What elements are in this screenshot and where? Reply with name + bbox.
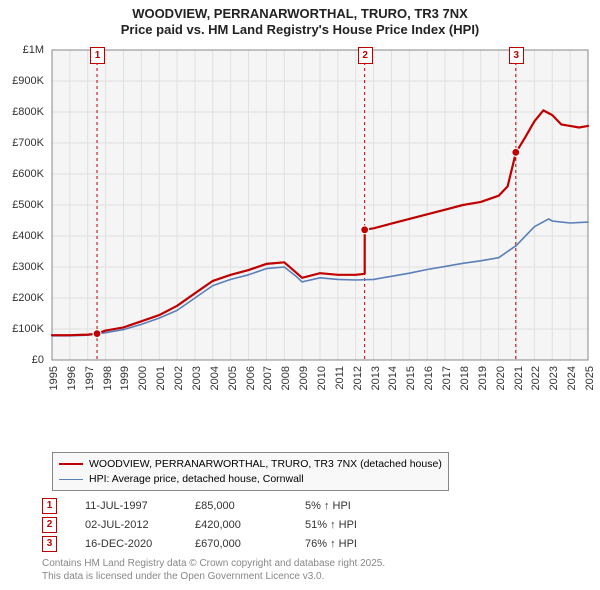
sale-row-marker: 2 [42,517,57,533]
x-tick-label: 2025 [584,366,596,390]
x-tick-label: 2014 [387,366,399,390]
legend-label: WOODVIEW, PERRANARWORTHAL, TRURO, TR3 7N… [89,457,442,472]
x-tick-label: 2006 [245,366,257,390]
x-tick-label: 2020 [495,366,507,390]
y-tick-label: £600K [0,168,44,180]
x-tick-label: 2001 [155,366,167,390]
sale-row: 1 11-JUL-1997£85,0005% ↑ HPI [42,496,357,515]
x-tick-label: 2024 [566,366,578,390]
sale-pct: 51% ↑ HPI [305,519,357,531]
title-line1: WOODVIEW, PERRANARWORTHAL, TRURO, TR3 7N… [0,6,600,22]
sale-row-marker: 1 [42,498,57,514]
attribution-line2: This data is licensed under the Open Gov… [42,571,385,584]
x-tick-label: 2021 [513,366,525,390]
y-tick-label: £100K [0,323,44,335]
sale-pct: 5% ↑ HPI [305,500,351,512]
title-line2: Price paid vs. HM Land Registry's House … [0,22,600,38]
legend-swatch [59,463,83,465]
x-tick-label: 2017 [441,366,453,390]
x-tick-label: 1995 [48,366,60,390]
chart-area [0,44,600,414]
x-tick-label: 1998 [102,366,114,390]
x-tick-label: 2018 [459,366,471,390]
legend-item: WOODVIEW, PERRANARWORTHAL, TRURO, TR3 7N… [59,457,442,472]
x-tick-label: 2023 [548,366,560,390]
y-tick-label: £0 [0,354,44,366]
x-tick-label: 2007 [262,366,274,390]
sale-marker-2: 2 [358,47,373,64]
legend-label: HPI: Average price, detached house, Corn… [89,472,304,487]
x-tick-label: 2022 [530,366,542,390]
x-tick-label: 2010 [316,366,328,390]
legend-swatch [59,479,83,480]
x-tick-label: 2015 [405,366,417,390]
y-tick-label: £200K [0,292,44,304]
y-tick-label: £1M [0,44,44,56]
x-tick-label: 2012 [352,366,364,390]
chart-svg [0,44,600,414]
legend-item: HPI: Average price, detached house, Corn… [59,472,442,487]
sale-price: £420,000 [195,519,305,531]
x-tick-label: 1996 [66,366,78,390]
sale-price: £670,000 [195,538,305,550]
sale-price: £85,000 [195,500,305,512]
attribution: Contains HM Land Registry data © Crown c… [42,558,385,583]
x-tick-label: 1999 [119,366,131,390]
y-tick-label: £800K [0,106,44,118]
sale-marker-3: 3 [509,47,524,64]
x-tick-label: 2008 [280,366,292,390]
attribution-line1: Contains HM Land Registry data © Crown c… [42,558,385,571]
x-tick-label: 2000 [137,366,149,390]
y-tick-label: £300K [0,261,44,273]
sale-row: 2 02-JUL-2012£420,00051% ↑ HPI [42,515,357,534]
sales-table: 1 11-JUL-1997£85,0005% ↑ HPI 2 02-JUL-2012£… [42,496,357,553]
y-tick-label: £500K [0,199,44,211]
sale-pct: 76% ↑ HPI [305,538,357,550]
x-tick-label: 2002 [173,366,185,390]
x-tick-label: 2016 [423,366,435,390]
sale-marker-1: 1 [90,47,105,64]
x-tick-label: 2004 [209,366,221,390]
x-tick-label: 2013 [370,366,382,390]
sale-row-marker: 3 [42,536,57,552]
x-tick-label: 2003 [191,366,203,390]
sale-date: 11-JUL-1997 [85,500,195,512]
y-tick-label: £400K [0,230,44,242]
x-tick-label: 2009 [298,366,310,390]
legend: WOODVIEW, PERRANARWORTHAL, TRURO, TR3 7N… [52,452,449,491]
sale-row: 3 16-DEC-2020£670,00076% ↑ HPI [42,534,357,553]
x-tick-label: 1997 [84,366,96,390]
sale-date: 16-DEC-2020 [85,538,195,550]
x-tick-label: 2005 [227,366,239,390]
chart-title: WOODVIEW, PERRANARWORTHAL, TRURO, TR3 7N… [0,0,600,39]
x-tick-label: 2019 [477,366,489,390]
y-tick-label: £900K [0,75,44,87]
x-tick-label: 2011 [334,366,346,390]
y-tick-label: £700K [0,137,44,149]
sale-date: 02-JUL-2012 [85,519,195,531]
